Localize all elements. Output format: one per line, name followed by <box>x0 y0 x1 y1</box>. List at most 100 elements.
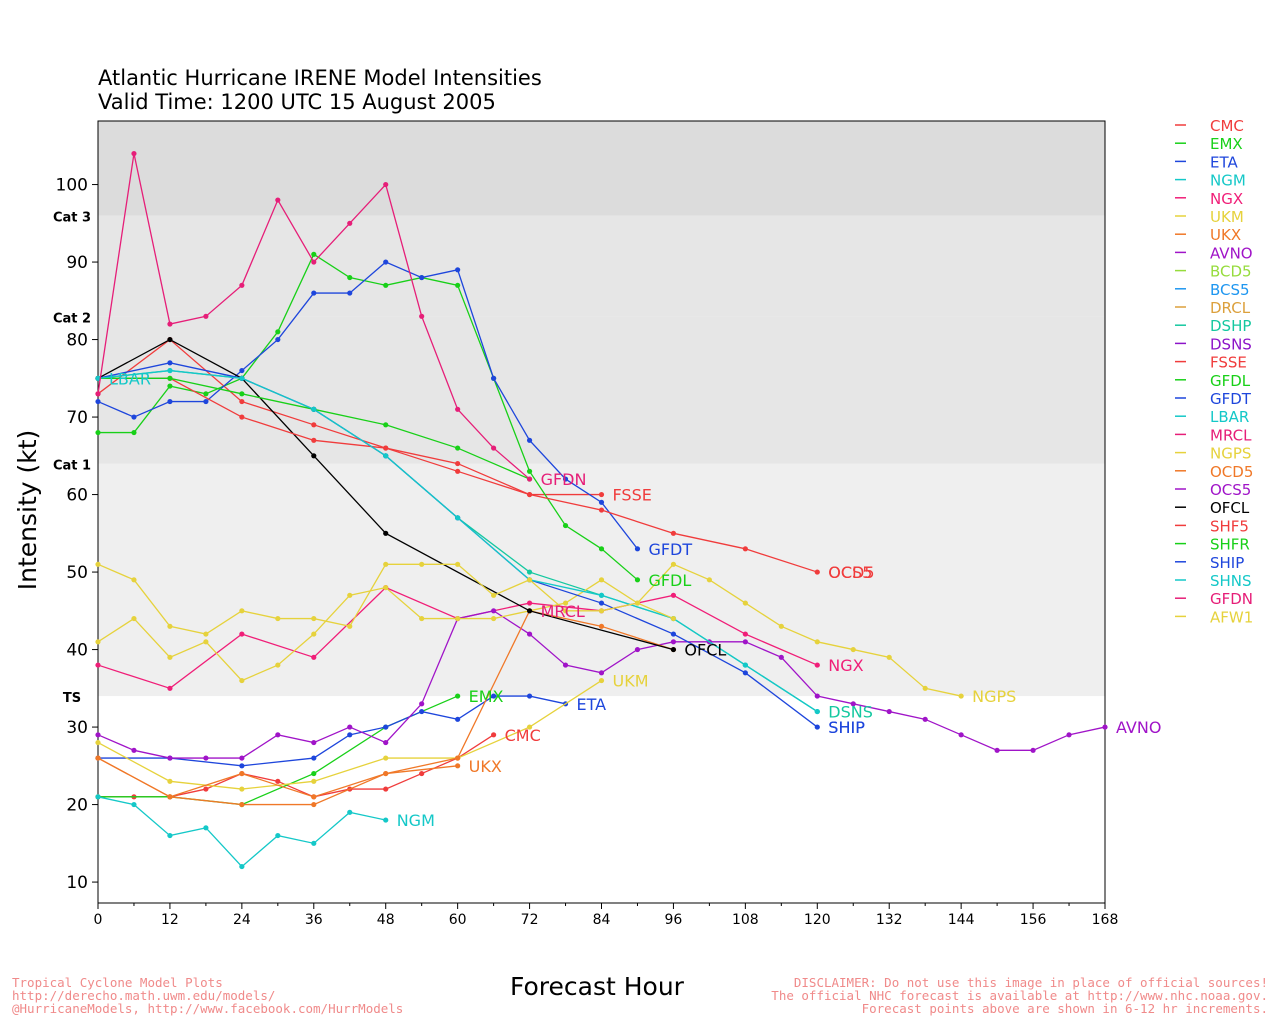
footer-right: DISCLAIMER: Do not use this image in pla… <box>771 976 1268 1015</box>
point-avno-30 <box>275 732 281 738</box>
point-avno-90 <box>634 646 641 653</box>
point-gfdt-30 <box>275 336 281 343</box>
legend-label-drcl: DRCL <box>1210 299 1251 317</box>
end-label-ocd5-20: OCD5 <box>828 563 874 582</box>
point-afw1-54 <box>419 561 425 567</box>
intensity-bands: TS Cat 1 Cat 2 Cat 3 <box>53 121 1105 706</box>
footer-left: Tropical Cyclone Model Plots http://dere… <box>12 976 403 1015</box>
point-ukm-72 <box>526 724 533 730</box>
point-shns-84 <box>598 592 605 598</box>
legend-label-dshp: DSHP <box>1210 317 1251 335</box>
point-ngm-0 <box>95 794 101 800</box>
y-tick-label-50: 50 <box>66 563 88 583</box>
series-line-fsse <box>97 338 602 496</box>
legend-item-shfr: SHFR <box>1175 536 1250 554</box>
point-ngps-78 <box>562 600 569 606</box>
point-avno-78 <box>562 662 569 668</box>
point-ngps-114 <box>778 623 784 629</box>
point-shf5-120 <box>814 569 820 575</box>
point-gfdn-48 <box>383 181 389 188</box>
point-ngps-24 <box>239 677 245 684</box>
point-avno-132 <box>886 708 892 715</box>
point-ocd5-24 <box>239 770 245 777</box>
legend-item-lbar: LBAR <box>1175 408 1249 426</box>
point-ship-84 <box>598 600 605 606</box>
point-ocd5-48 <box>383 770 389 777</box>
point-avno-138 <box>922 716 928 722</box>
point-gfdn-18 <box>203 313 209 319</box>
x-tick-label-132: 132 <box>876 912 903 928</box>
point-gfdl-72 <box>526 468 533 474</box>
x-tick-label-12: 12 <box>161 912 179 928</box>
legend-label-ocd5: OCD5 <box>1210 463 1253 481</box>
point-avno-156 <box>1030 747 1036 753</box>
end-label-eta-2: ETA <box>577 695 607 714</box>
point-gfdn-60 <box>455 406 461 412</box>
point-fsse-84 <box>598 491 605 498</box>
point-afw1-42 <box>347 623 353 629</box>
end-label-ngps-13: NGPS <box>972 687 1016 706</box>
point-cmc-54 <box>419 770 425 777</box>
point-gfdt-24 <box>239 367 245 374</box>
point-ngx-24 <box>239 631 245 637</box>
legend-label-gfdt: GFDT <box>1210 390 1252 408</box>
point-ngps-48 <box>383 584 389 591</box>
end-label-ship-15: SHIP <box>828 718 865 737</box>
y-tick-label-20: 20 <box>66 796 88 816</box>
point-gfdn-42 <box>347 220 353 226</box>
x-tick-label-60: 60 <box>449 912 467 928</box>
series-line-ngm <box>97 796 386 868</box>
point-gfdl-18 <box>203 391 209 397</box>
point-gfdt-48 <box>383 259 389 265</box>
point-eta-72 <box>526 693 533 699</box>
x-tick-label-84: 84 <box>593 912 611 928</box>
point-ngx-120 <box>814 662 820 668</box>
point-afw1-18 <box>203 631 209 637</box>
point-ngx-96 <box>670 592 677 598</box>
point-avno-48 <box>383 739 389 746</box>
legend-label-ngm: NGM <box>1210 172 1246 190</box>
point-avno-36 <box>311 739 317 746</box>
x-tick-label-24: 24 <box>233 912 251 928</box>
legend-label-emx: EMX <box>1210 135 1243 153</box>
point-gfdn-72 <box>526 476 533 482</box>
series-gfdt <box>95 259 641 552</box>
point-avno-84 <box>598 670 605 676</box>
legend-label-shf5: SHF5 <box>1210 517 1249 535</box>
legend-item-ngx: NGX <box>1175 190 1243 208</box>
point-ngps-36 <box>311 631 317 637</box>
legend: CMCEMXETANGMNGXUKMUKXAVNOBCD5BCS5DRCLDSH… <box>1175 117 1253 626</box>
point-gfdl-36 <box>311 251 317 257</box>
x-tick-label-0: 0 <box>94 912 103 928</box>
point-fsse-24 <box>239 398 245 405</box>
point-ngps-0 <box>95 639 101 645</box>
x-tick-label-36: 36 <box>305 912 323 928</box>
point-shf5-48 <box>383 445 389 451</box>
y-tick-label-30: 30 <box>66 718 88 738</box>
end-label-ocs5-19: OCS5 <box>828 563 872 582</box>
point-avno-12 <box>167 755 173 761</box>
y-axis-label: Intensity (kt) <box>13 430 42 591</box>
point-avno-126 <box>850 701 856 707</box>
end-label-ngx-4: NGX <box>828 656 863 675</box>
series-line-cmc <box>98 734 494 798</box>
point-gfdl-12 <box>167 383 173 389</box>
legend-label-mrcl: MRCL <box>1210 426 1252 444</box>
y-tick-label-100: 100 <box>56 176 88 196</box>
band-cat-1 <box>98 316 1105 464</box>
x-tick-label-96: 96 <box>665 912 683 928</box>
legend-item-bcd5: BCD5 <box>1175 263 1252 281</box>
point-gfdl-84 <box>598 546 605 552</box>
series-avno <box>95 608 1108 761</box>
point-ngm-12 <box>167 832 173 839</box>
footer-right-line-2: The official NHC forecast is available a… <box>771 988 1268 1003</box>
point-ngps-18 <box>203 639 209 645</box>
point-afw1-12 <box>167 623 173 629</box>
point-afw1-6 <box>131 577 137 583</box>
end-label-ukm-5: UKM <box>613 672 649 691</box>
series-emx <box>95 693 461 808</box>
point-gfdt-54 <box>419 274 425 281</box>
point-ofcl-48 <box>383 530 389 536</box>
legend-label-ukm: UKM <box>1210 208 1244 226</box>
point-gfdl-30 <box>275 329 281 335</box>
